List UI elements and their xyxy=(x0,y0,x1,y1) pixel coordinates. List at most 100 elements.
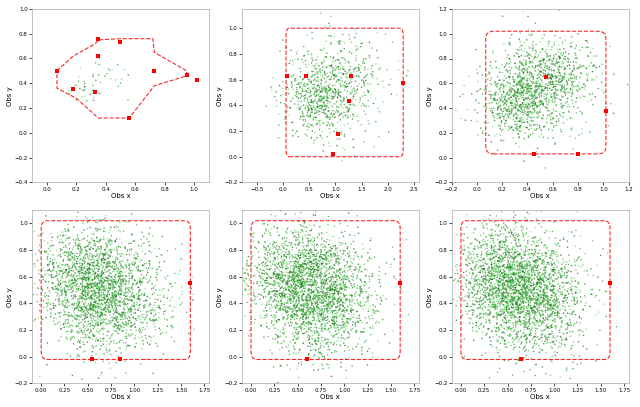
Point xyxy=(538,312,548,318)
Point xyxy=(43,263,53,269)
Point xyxy=(535,335,545,341)
Point xyxy=(308,252,318,258)
Point xyxy=(134,335,144,341)
Point xyxy=(301,279,312,285)
Point xyxy=(488,272,499,279)
Point xyxy=(102,256,113,262)
Point xyxy=(534,83,545,90)
Point xyxy=(99,259,109,266)
Point xyxy=(516,293,527,300)
Point xyxy=(601,89,611,95)
Point xyxy=(504,339,514,346)
Point xyxy=(524,251,534,257)
Point xyxy=(300,246,310,253)
Point xyxy=(495,95,505,101)
Point xyxy=(95,338,106,344)
Point xyxy=(96,310,106,316)
Point xyxy=(537,88,547,94)
Point xyxy=(81,271,91,277)
Point xyxy=(540,292,550,298)
Point xyxy=(316,94,326,100)
Point xyxy=(90,321,100,327)
Point xyxy=(138,262,148,268)
Point xyxy=(556,87,566,93)
Point xyxy=(87,277,97,283)
Point xyxy=(263,249,273,256)
Point xyxy=(79,302,89,308)
Point xyxy=(104,304,115,311)
Point xyxy=(368,69,378,75)
Point xyxy=(261,258,271,265)
Point xyxy=(488,287,498,293)
Point xyxy=(573,83,584,89)
Point xyxy=(559,76,570,83)
Point xyxy=(496,118,506,125)
Point xyxy=(286,296,296,303)
Point xyxy=(84,241,94,248)
Point xyxy=(84,276,94,282)
Point xyxy=(542,334,552,341)
Point xyxy=(131,315,141,322)
Point xyxy=(514,261,524,267)
Point xyxy=(88,263,98,269)
Point xyxy=(529,294,539,300)
Point xyxy=(541,251,551,257)
Point xyxy=(507,263,517,269)
Point xyxy=(572,298,582,304)
Point xyxy=(480,273,490,280)
Point xyxy=(499,309,509,316)
Point xyxy=(313,269,323,276)
Point xyxy=(244,309,255,316)
Point xyxy=(529,321,540,328)
Point xyxy=(307,73,317,79)
Point xyxy=(78,331,88,337)
Point xyxy=(514,96,524,102)
Point xyxy=(501,249,511,256)
Point xyxy=(93,300,104,306)
Point xyxy=(71,277,81,284)
Point xyxy=(290,270,300,276)
Point xyxy=(513,88,524,94)
Point xyxy=(316,279,326,286)
Point xyxy=(81,247,92,254)
Point xyxy=(336,129,346,135)
Point xyxy=(318,300,328,306)
Point xyxy=(564,72,575,78)
Point xyxy=(556,88,566,95)
Point xyxy=(531,293,541,300)
Point xyxy=(550,86,561,92)
Point xyxy=(497,256,508,263)
Point xyxy=(520,265,530,271)
Point xyxy=(483,289,493,295)
Point xyxy=(486,299,496,306)
Point xyxy=(307,35,317,42)
Point xyxy=(550,61,560,68)
Point xyxy=(356,62,366,69)
Point xyxy=(334,40,344,46)
Point xyxy=(97,306,108,313)
Point xyxy=(507,283,517,290)
Point xyxy=(536,68,547,74)
Point xyxy=(363,257,373,264)
Point xyxy=(470,225,481,232)
Point xyxy=(454,275,465,282)
Point xyxy=(517,269,527,276)
Point xyxy=(321,229,332,236)
Point xyxy=(125,247,135,254)
Point xyxy=(476,298,486,304)
Point xyxy=(311,341,321,347)
Point xyxy=(300,300,310,306)
Point xyxy=(63,299,74,306)
Point xyxy=(313,249,323,256)
Point xyxy=(512,258,522,265)
Point xyxy=(538,87,548,93)
Point xyxy=(66,329,76,336)
Point xyxy=(26,263,36,270)
Point xyxy=(124,306,134,313)
Point xyxy=(260,285,270,292)
Point xyxy=(284,296,294,302)
Point xyxy=(280,272,290,278)
Point xyxy=(288,254,298,260)
Point xyxy=(272,275,282,281)
Point xyxy=(278,304,289,311)
